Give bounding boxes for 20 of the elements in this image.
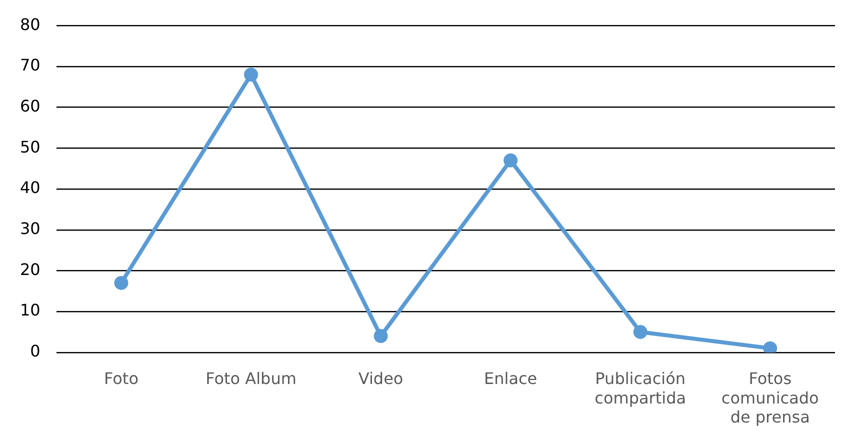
point [374, 329, 388, 344]
y-tick-label: 20 [20, 260, 40, 279]
x-tick-label: Enlace [484, 369, 538, 388]
x-tick-label: Video [358, 369, 404, 388]
y-tick-label: 80 [20, 14, 40, 34]
y-tick-label: 50 [20, 137, 40, 156]
point [114, 276, 128, 290]
x-tick-label: Fotos comunicado de prensa [721, 369, 819, 427]
x-tick-label: Publicación compartida [594, 369, 686, 408]
point [244, 68, 258, 82]
y-tick-label: 10 [20, 300, 40, 320]
x-tick-label: Foto [104, 369, 138, 388]
y-tick-label: 30 [20, 219, 40, 238]
y-tick-label: 0 [30, 342, 40, 361]
y-tick-label: 70 [20, 56, 40, 75]
point [633, 324, 648, 339]
y-tick-label: 60 [20, 96, 40, 116]
x-tick-label: Foto Album [206, 369, 296, 388]
point [504, 153, 518, 168]
y-tick-label: 40 [20, 178, 40, 198]
